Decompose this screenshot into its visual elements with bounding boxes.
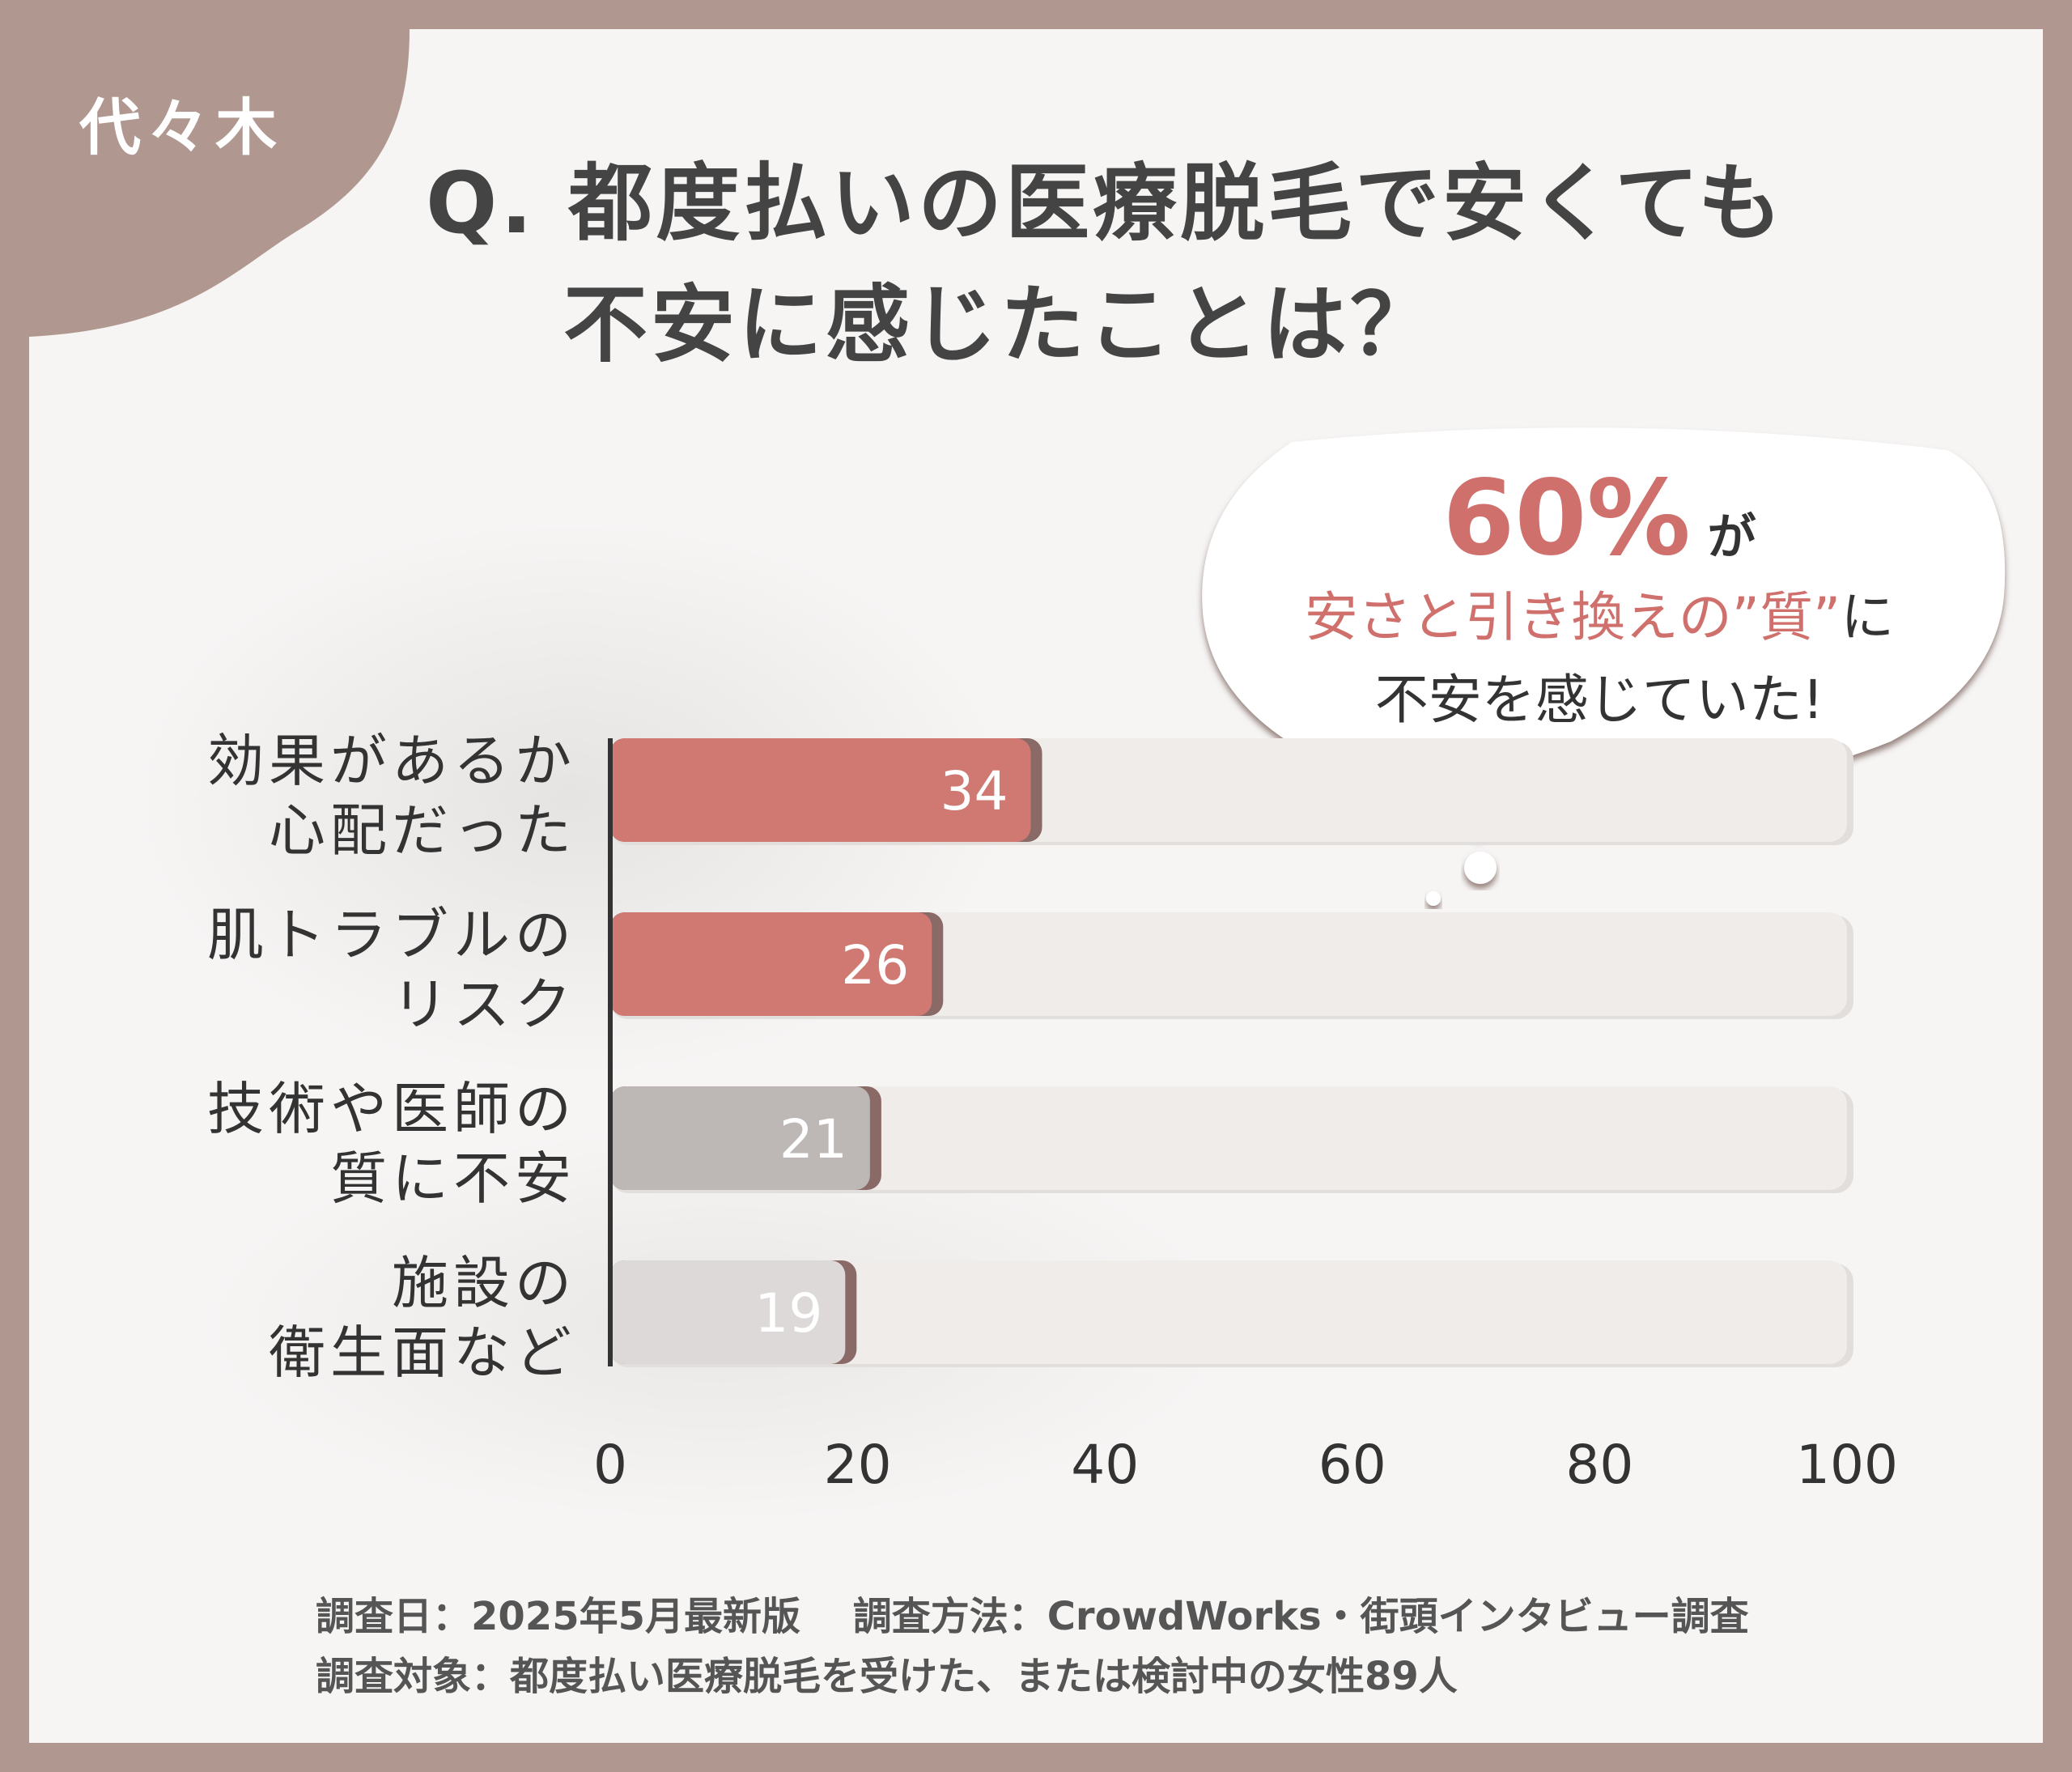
x-tick-label: 40 xyxy=(1071,1434,1139,1496)
category-label: リスク xyxy=(392,971,576,1038)
category-label: 心配だった xyxy=(269,797,576,864)
callout-line-3: 不安を感じていた! xyxy=(1374,669,1824,731)
category-label: 質に不安 xyxy=(330,1145,576,1212)
question-line-1: Q. 都度払いの医療脱毛で安くても xyxy=(426,154,1785,253)
bar xyxy=(610,1260,846,1364)
bar xyxy=(610,738,1031,842)
bar xyxy=(610,1086,870,1190)
callout-percent-suffix: が xyxy=(1707,509,1756,566)
category-label: 衛生面など xyxy=(269,1319,576,1386)
bar-value-label: 19 xyxy=(754,1282,822,1345)
callout-line2-tail: に xyxy=(1841,586,1895,648)
x-tick-label: 0 xyxy=(593,1434,627,1496)
footnote-line-1: 調査日：2025年5月最新版 調査方法：CrowdWorks・街頭インタビュー調… xyxy=(316,1594,1749,1639)
question-line-2: 不安に感じたことは？ xyxy=(563,275,1438,374)
infographic-card: 代々木 Q. 都度払いの医療脱毛で安くても 不安に感じたことは？ 60% が 安… xyxy=(29,29,2043,1743)
x-tick-label: 60 xyxy=(1318,1434,1386,1496)
footnote-line-2: 調査対象：都度払い医療脱毛を受けた、または検討中の女性89人 xyxy=(316,1654,1458,1699)
bar-value-label: 21 xyxy=(779,1108,847,1171)
location-label: 代々木 xyxy=(79,91,283,164)
x-tick-label: 20 xyxy=(824,1434,892,1496)
category-label: 技術や医師の xyxy=(207,1076,576,1142)
question-title: Q. 都度払いの医療脱毛で安くても 不安に感じたことは？ xyxy=(426,142,2028,385)
speech-bubble xyxy=(1202,427,2006,906)
callout-text: 60% が 安さと引き換えの”質”に 不安を感じていた! xyxy=(1227,458,1972,734)
bar-track xyxy=(610,1260,1847,1364)
bar-value-label: 34 xyxy=(940,760,1008,822)
bar-track xyxy=(610,1086,1847,1190)
bar xyxy=(610,912,932,1016)
category-label: 肌トラブルの xyxy=(207,902,576,968)
bar-value-label: 26 xyxy=(841,934,909,996)
x-tick-label: 100 xyxy=(1796,1434,1898,1496)
corner-tab-shape xyxy=(29,29,410,337)
callout-percent: 60% xyxy=(1442,458,1691,579)
callout-highlight: 安さと引き換えの”質” xyxy=(1304,586,1841,648)
survey-footnote: 調査日：2025年5月最新版 調査方法：CrowdWorks・街頭インタビュー調… xyxy=(316,1587,2015,1706)
x-tick-label: 80 xyxy=(1565,1434,1633,1496)
category-label: 効果があるか xyxy=(207,728,576,794)
category-label: 施設の xyxy=(392,1250,576,1316)
